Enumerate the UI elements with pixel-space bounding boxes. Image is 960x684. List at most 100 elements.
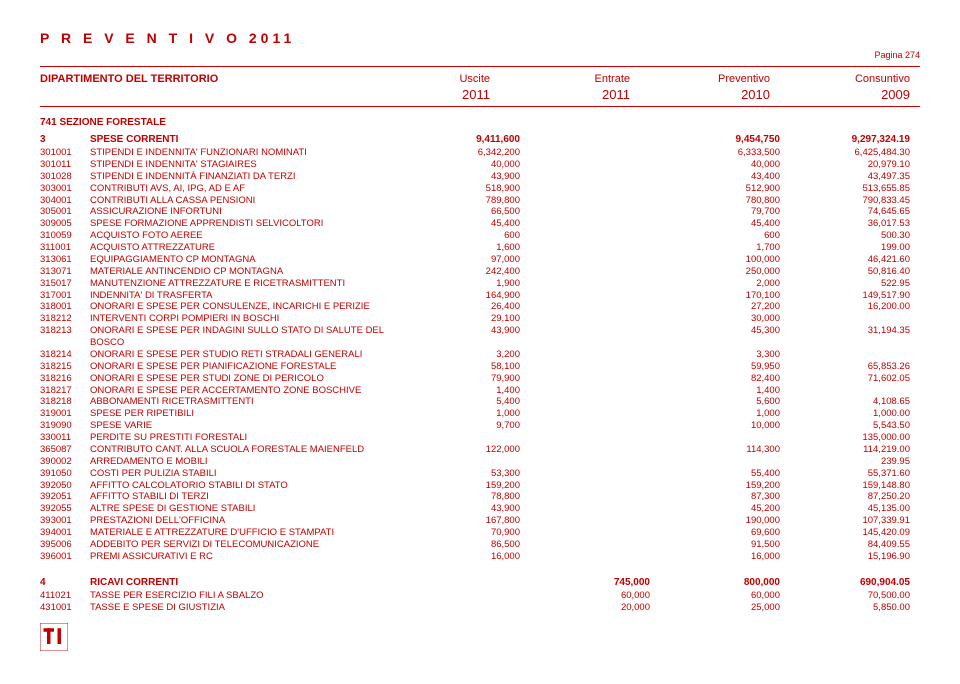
- cell: [540, 147, 670, 159]
- table-row: 330011PERDITE SU PRESTITI FORESTALI135,0…: [40, 432, 920, 444]
- cell: 97,000: [410, 254, 540, 266]
- table-row: 411021TASSE PER ESERCIZIO FILI A SBALZO6…: [40, 590, 920, 602]
- table-row: 301028STIPENDI E INDENNITÀ FINANZIATI DA…: [40, 171, 920, 183]
- cell: [540, 361, 670, 373]
- cell: SPESE VARIE: [90, 420, 410, 432]
- cell: 318217: [40, 385, 90, 397]
- cell: [540, 301, 670, 313]
- cell: TASSE E SPESE DI GIUSTIZIA: [90, 602, 410, 614]
- cell: 122,000: [410, 444, 540, 456]
- cell: COSTI PER PULIZIA STABILI: [90, 468, 410, 480]
- cell: MANUTENZIONE ATTREZZATURE E RICETRASMITT…: [90, 278, 410, 290]
- divider: [40, 66, 920, 67]
- header-row: DIPARTIMENTO DEL TERRITORIO Uscite Entra…: [40, 73, 920, 85]
- cell: 71,602.05: [800, 373, 930, 385]
- cell: AFFITTO CALCOLATORIO STABILI DI STATO: [90, 480, 410, 492]
- cell: [540, 503, 670, 515]
- group-desc: SPESE CORRENTI: [90, 134, 410, 145]
- year-row: 2011 2011 2010 2009: [40, 87, 920, 102]
- cell: [410, 456, 540, 468]
- cell: 1,700: [670, 242, 800, 254]
- cell: 518,900: [410, 183, 540, 195]
- divider: [40, 106, 920, 107]
- cell: PREMI ASSICURATIVI E RC: [90, 551, 410, 563]
- cell: [540, 480, 670, 492]
- cell: 6,342,200: [410, 147, 540, 159]
- group-v4: 690,904.05: [800, 577, 930, 588]
- cell: 1,600: [410, 242, 540, 254]
- cell: 25,000: [670, 602, 800, 614]
- cell: 390002: [40, 456, 90, 468]
- cell: 59,950: [670, 361, 800, 373]
- cell: 9,700: [410, 420, 540, 432]
- cell: INTERVENTI CORPI POMPIERI IN BOSCHI: [90, 313, 410, 325]
- cell: 239.95: [800, 456, 930, 468]
- cell: [540, 171, 670, 183]
- cell: 74,645.65: [800, 206, 930, 218]
- cell: PERDITE SU PRESTITI FORESTALI: [90, 432, 410, 444]
- table-row: 390002ARREDAMENTO E MOBILI239.95: [40, 456, 920, 468]
- cell: 170,100: [670, 290, 800, 302]
- section-title: 741 SEZIONE FORESTALE: [40, 117, 920, 128]
- cell: 394001: [40, 527, 90, 539]
- cell: 600: [410, 230, 540, 242]
- cell: 301001: [40, 147, 90, 159]
- cell: 431001: [40, 602, 90, 614]
- table-row: 313071MATERIALE ANTINCENDIO CP MONTAGNA2…: [40, 266, 920, 278]
- group-v1: [410, 577, 540, 588]
- group-v3: 9,454,750: [670, 134, 800, 145]
- cell: 43,900: [410, 503, 540, 515]
- col-entrate: Entrate: [510, 73, 650, 85]
- cell: 66,500: [410, 206, 540, 218]
- cell: 190,000: [670, 515, 800, 527]
- cell: [540, 527, 670, 539]
- cell: 45,400: [670, 218, 800, 230]
- cell: [540, 266, 670, 278]
- cell: 411021: [40, 590, 90, 602]
- cell: 392051: [40, 491, 90, 503]
- cell: 70,900: [410, 527, 540, 539]
- table-row: 318217ONORARI E SPESE PER ACCERTAMENTO Z…: [40, 385, 920, 397]
- cell: 70,500.00: [800, 590, 930, 602]
- cell: 318212: [40, 313, 90, 325]
- cell: [540, 290, 670, 302]
- cell: [800, 349, 930, 361]
- table-row: 319001SPESE PER RIPETIBILI1,0001,0001,00…: [40, 408, 920, 420]
- table-row: 301011STIPENDI E INDENNITA' STAGIAIRES40…: [40, 159, 920, 171]
- cell: 1,000.00: [800, 408, 930, 420]
- cell: SPESE FORMAZIONE APPRENDISTI SELVICOLTOR…: [90, 218, 410, 230]
- cell: MATERIALE ANTINCENDIO CP MONTAGNA: [90, 266, 410, 278]
- group-desc: RICAVI CORRENTI: [90, 577, 410, 588]
- table-row: 317001INDENNITA' DI TRASFERTA164,900170,…: [40, 290, 920, 302]
- cell: 65,853.26: [800, 361, 930, 373]
- table-row: 394001MATERIALE E ATTREZZATURE D'UFFICIO…: [40, 527, 920, 539]
- cell: EQUIPAGGIAMENTO CP MONTAGNA: [90, 254, 410, 266]
- cell: [540, 195, 670, 207]
- cell: 45,135.00: [800, 503, 930, 515]
- cell: 318215: [40, 361, 90, 373]
- cell: 45,300: [670, 325, 800, 349]
- cell: 149,517.90: [800, 290, 930, 302]
- cell: [540, 349, 670, 361]
- table-row: 431001TASSE E SPESE DI GIUSTIZIA20,00025…: [40, 602, 920, 614]
- cell: [540, 491, 670, 503]
- cell: 79,700: [670, 206, 800, 218]
- cell: [540, 408, 670, 420]
- col-uscite: Uscite: [370, 73, 510, 85]
- cell: 5,543.50: [800, 420, 930, 432]
- cell: 16,000: [410, 551, 540, 563]
- cell: 315017: [40, 278, 90, 290]
- col-preventivo: Preventivo: [650, 73, 790, 85]
- cell: CONTRIBUTI ALLA CASSA PENSIONI: [90, 195, 410, 207]
- cell: STIPENDI E INDENNITÀ FINANZIATI DA TERZI: [90, 171, 410, 183]
- cell: 6,425,484.30: [800, 147, 930, 159]
- cell: 4,108.65: [800, 396, 930, 408]
- cell: 87,250.20: [800, 491, 930, 503]
- cell: 365087: [40, 444, 90, 456]
- cell: 43,400: [670, 171, 800, 183]
- cell: [670, 432, 800, 444]
- table-row: 318001ONORARI E SPESE PER CONSULENZE, IN…: [40, 301, 920, 313]
- cell: 16,000: [670, 551, 800, 563]
- table-row: 311001ACQUISTO ATTREZZATURE1,6001,700199…: [40, 242, 920, 254]
- cell: 318216: [40, 373, 90, 385]
